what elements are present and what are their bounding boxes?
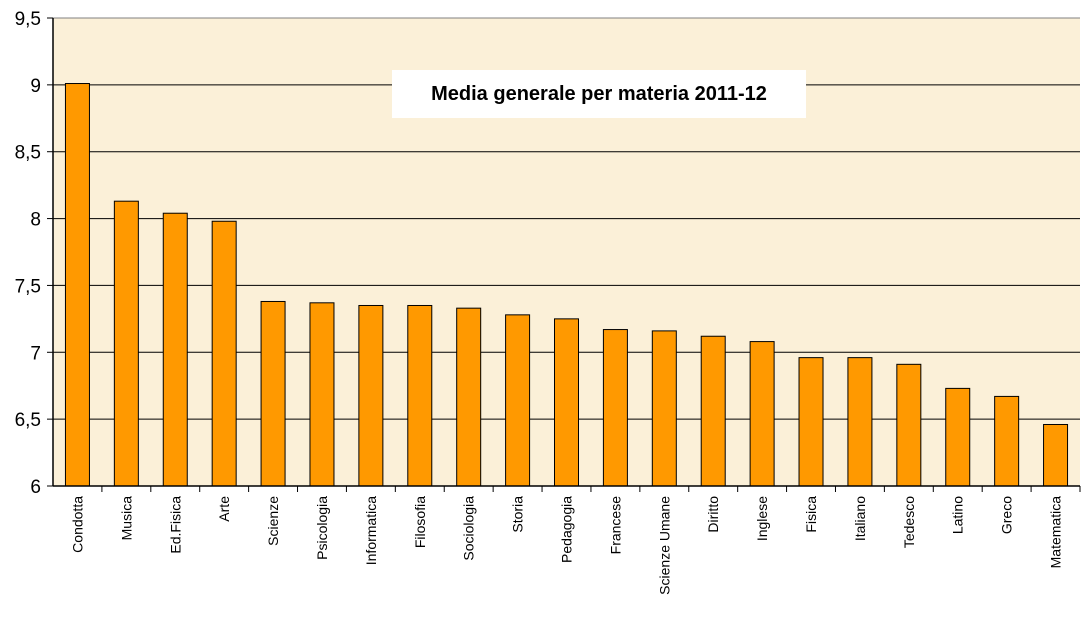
bar-arte <box>211 220 237 487</box>
bar-francese <box>602 329 628 487</box>
y-tick-label: 6,5 <box>15 410 41 431</box>
y-tick-label: 8 <box>30 210 41 231</box>
bar-condotta <box>64 83 90 487</box>
x-tick-label: Diritto <box>705 496 721 533</box>
x-tick-label: Pedagogia <box>559 496 575 563</box>
x-tick-label: Greco <box>999 496 1015 534</box>
x-tick-label: Informatica <box>363 496 379 565</box>
bar-italiano <box>847 357 873 487</box>
bar-pedagogia <box>554 318 579 487</box>
x-tick-label: Latino <box>950 496 966 534</box>
bar-storia <box>505 314 531 487</box>
bar-sociologia <box>456 307 482 487</box>
x-tick-label: Tedesco <box>901 496 917 548</box>
bar-inglese <box>749 341 775 487</box>
x-tick-label: Francese <box>607 496 623 555</box>
bar-fisica <box>798 357 824 487</box>
y-tick-label: 7 <box>30 343 41 364</box>
x-tick-label: Condotta <box>69 496 85 553</box>
x-tick-label: Storia <box>510 496 526 533</box>
bar-musica <box>113 200 139 487</box>
bar-tedesco <box>896 363 922 487</box>
x-tick-label: Musica <box>118 496 134 541</box>
x-tick-label: Matematica <box>1048 496 1064 569</box>
y-tick-label: 9 <box>30 76 41 97</box>
x-tick-label: Filosofia <box>412 496 428 548</box>
bar-latino <box>945 387 971 487</box>
bar-filosofia <box>407 304 433 487</box>
x-tick-label: Arte <box>216 496 232 522</box>
bar-informatica <box>358 304 384 487</box>
x-tick-label: Scienze <box>265 496 281 546</box>
y-tick-label: 9,5 <box>15 9 41 30</box>
bar-psicologia <box>309 302 335 487</box>
bar-scienze-umane <box>651 330 677 487</box>
bar-greco <box>994 395 1020 487</box>
chart-title: Media generale per materia 2011-12 <box>392 70 806 118</box>
y-tick-label: 6 <box>30 477 41 498</box>
x-tick-label: Inglese <box>754 496 770 541</box>
bar-matematica <box>1043 423 1069 487</box>
y-tick-label: 7,5 <box>15 276 41 297</box>
bar-ed-fisica <box>162 212 188 487</box>
x-tick-label: Psicologia <box>314 496 330 560</box>
y-tick-label: 8,5 <box>15 143 41 164</box>
x-tick-label: Scienze Umane <box>656 496 672 595</box>
x-tick-label: Italiano <box>852 496 868 541</box>
x-tick-label: Fisica <box>803 496 819 533</box>
bar-diritto <box>700 335 726 487</box>
x-tick-label: Sociologia <box>461 496 477 561</box>
bar-scienze <box>260 300 286 487</box>
x-tick-label: Ed.Fisica <box>167 496 183 554</box>
